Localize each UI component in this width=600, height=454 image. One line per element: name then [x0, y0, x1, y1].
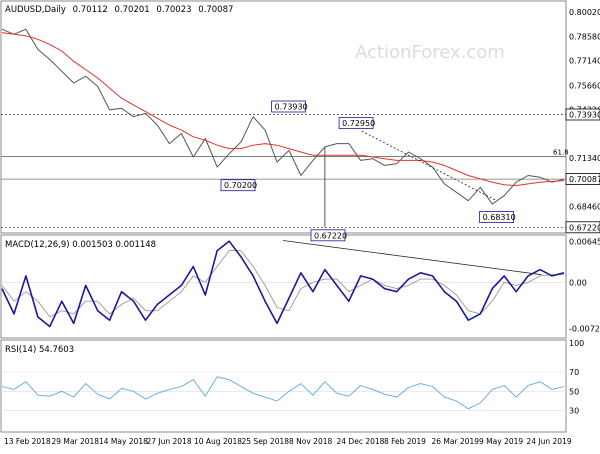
- macd-top-value: 0.006458: [569, 237, 600, 246]
- x-tick-label: 24 Jun 2019: [527, 437, 572, 446]
- annotation-0.73930: 0.73930: [275, 103, 308, 112]
- rsi-label: RSI(14) 54.7603: [5, 345, 74, 355]
- macd-series: [1, 240, 565, 328]
- price-tick-label: 0.75660: [569, 81, 600, 90]
- x-tick-label: 26 Mar 2019: [432, 437, 480, 446]
- x-axis-ticks: 13 Feb 2018 29 Mar 2018 14 May 2018 27 J…: [4, 437, 572, 446]
- rsi-panel-frame: [0, 339, 567, 433]
- last-price-label: 0.70087: [569, 175, 600, 184]
- macd-label: MACD(12,26,9) 0.001503 0.001148: [5, 240, 156, 250]
- x-tick-label: 13 Feb 2018: [4, 437, 51, 446]
- annotation-0.68310: 0.68310: [483, 213, 516, 222]
- rsi-y-ticks: 100 70 50 30: [569, 339, 584, 416]
- x-tick-label: 27 Jun 2018: [147, 437, 192, 446]
- price-annotations: 0.73930 0.72950 0.70200 0.67220 0.68310: [220, 100, 516, 242]
- rsi-level-lines: [1, 371, 566, 411]
- rsi-tick-label: 30: [569, 407, 579, 416]
- price-series: [1, 28, 565, 228]
- rsi-tick-label: 50: [569, 387, 579, 396]
- watermark: ActionForex.com: [355, 42, 505, 63]
- rsi-tick-label: 70: [569, 368, 579, 377]
- ref-line-label-0.67220: 0.67220: [569, 223, 600, 232]
- macd-trendline: [282, 240, 542, 276]
- annotation-0.72950: 0.72950: [342, 119, 375, 128]
- ref-line-label-0.73930: 0.73930: [569, 111, 600, 120]
- fib-61.8-label: 61.8: [553, 149, 569, 157]
- annotation-box-0.72950: [338, 117, 374, 129]
- x-tick-label: 8 Nov 2018: [289, 437, 332, 446]
- annotation-0.67220: 0.67220: [314, 231, 347, 240]
- price-trendline-dashed: [361, 130, 497, 202]
- annotation-box-0.73930: [271, 100, 307, 113]
- x-tick-label: 14 May 2018: [99, 437, 148, 446]
- moving-average-line: [1, 32, 565, 187]
- x-tick-label: 25 Sep 2018: [242, 437, 290, 446]
- macd-panel-frame: [0, 234, 567, 339]
- x-tick-label: 29 Mar 2018: [52, 437, 100, 446]
- x-tick-label: 9 May 2019: [479, 437, 523, 446]
- price-line: [1, 28, 565, 205]
- ohlc-open: 0.70112: [73, 5, 108, 15]
- macd-line: [1, 240, 565, 328]
- rsi-tick-label: 100: [569, 339, 584, 348]
- price-tick-label: 0.78580: [569, 32, 600, 41]
- macd-y-ticks: 0.006458 0.00 -0.007298: [569, 237, 600, 333]
- rsi-series: [1, 376, 565, 410]
- macd-tick-label: 0.00: [569, 278, 587, 287]
- x-tick-label: 24 Dec 2018: [337, 437, 385, 446]
- last-price-box: [565, 173, 600, 186]
- rsi-line: [1, 376, 565, 410]
- x-tick-label: 8 Feb 2019: [384, 437, 426, 446]
- annotation-0.70200: 0.70200: [224, 181, 257, 190]
- price-tick-label: 0.77140: [569, 57, 600, 66]
- symbol-label-text: AUDUSD,Daily: [5, 5, 66, 15]
- ref-line-box-0.67220: [565, 221, 600, 234]
- price-tick-label: 0.71340: [569, 154, 600, 163]
- ref-line-box-0.73930: [565, 108, 600, 121]
- x-tick-label: 10 Aug 2018: [194, 437, 242, 446]
- price-tick-label: 0.80020: [569, 8, 600, 17]
- price-tick-label: 0.68460: [569, 203, 600, 212]
- ohlc-high: 0.70201: [115, 5, 150, 15]
- ohlc-low: 0.70023: [156, 5, 191, 15]
- macd-tick-label: -0.007298: [569, 324, 600, 333]
- price-reference-lines: [1, 114, 566, 228]
- annotation-box-0.70200: [220, 179, 256, 192]
- price-axis-boxes: 0.73930 0.67220 61.8 0.70087: [553, 108, 600, 234]
- annotation-box-0.68310: [479, 211, 515, 223]
- symbol-label: AUDUSD,Daily 0.70112 0.70201 0.70023 0.7…: [5, 5, 233, 15]
- ohlc-close: 0.70087: [198, 5, 233, 15]
- annotation-box-0.67220: [310, 229, 346, 242]
